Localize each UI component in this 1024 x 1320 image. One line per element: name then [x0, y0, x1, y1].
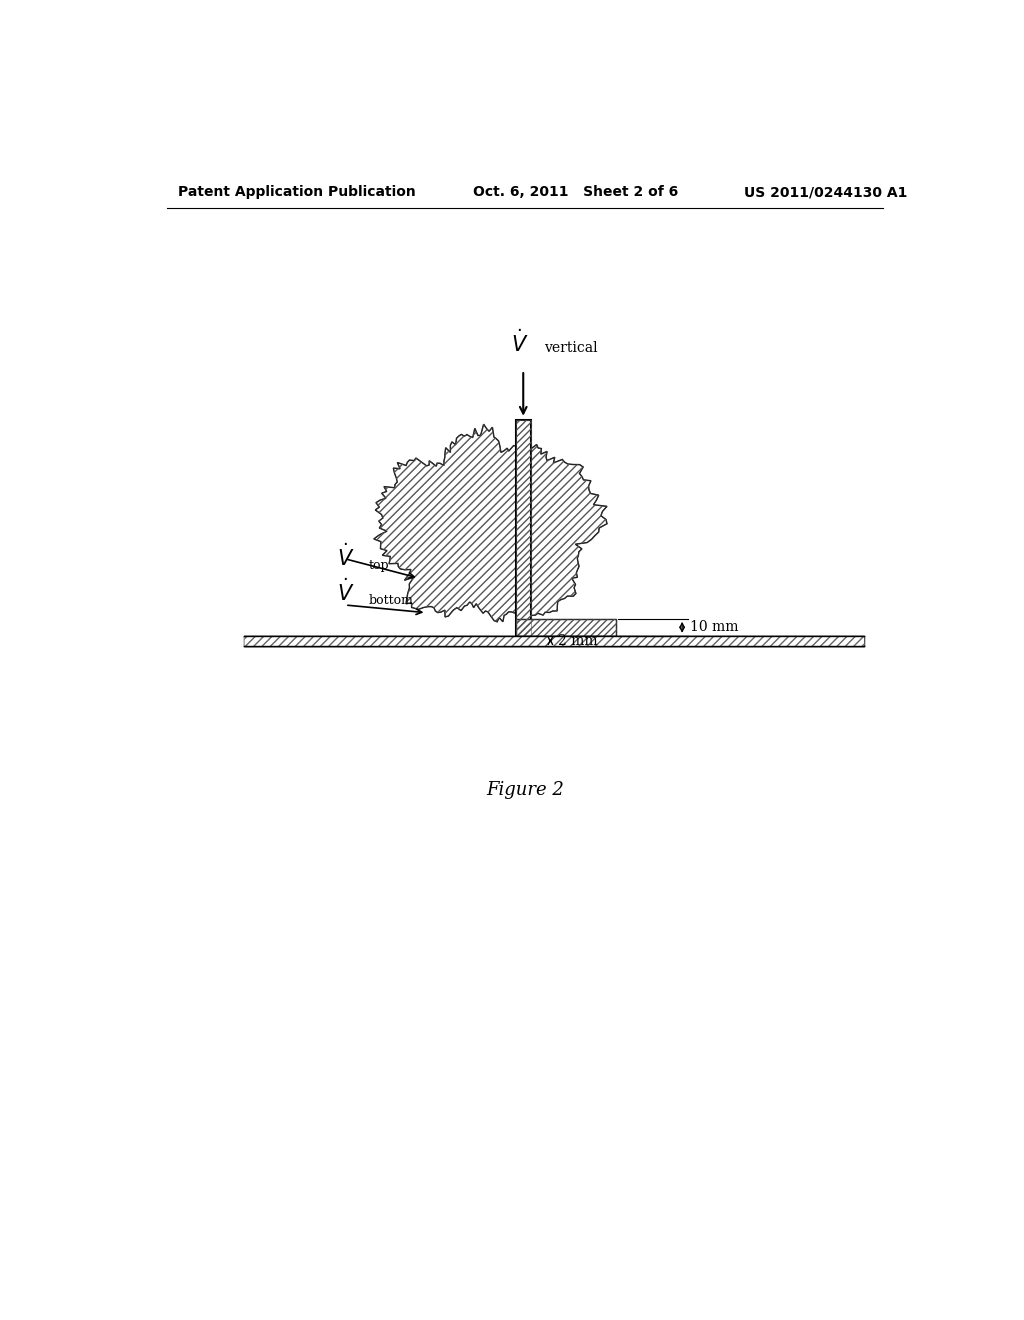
- Polygon shape: [374, 424, 607, 622]
- Text: 10 mm: 10 mm: [690, 620, 738, 635]
- Text: Figure 2: Figure 2: [485, 781, 564, 799]
- Text: US 2011/0244130 A1: US 2011/0244130 A1: [744, 185, 907, 199]
- Text: 2 mm: 2 mm: [558, 634, 598, 648]
- Polygon shape: [515, 420, 531, 636]
- Text: Oct. 6, 2011   Sheet 2 of 6: Oct. 6, 2011 Sheet 2 of 6: [473, 185, 678, 199]
- Text: $\dot{V}$: $\dot{V}$: [337, 544, 354, 570]
- Polygon shape: [515, 619, 616, 636]
- Text: top: top: [369, 558, 389, 572]
- Polygon shape: [245, 636, 864, 645]
- Text: Patent Application Publication: Patent Application Publication: [178, 185, 416, 199]
- Text: bottom: bottom: [369, 594, 413, 607]
- Text: $\dot{V}$: $\dot{V}$: [337, 578, 354, 605]
- Text: $\dot{V}$: $\dot{V}$: [511, 330, 528, 356]
- Text: vertical: vertical: [544, 341, 598, 355]
